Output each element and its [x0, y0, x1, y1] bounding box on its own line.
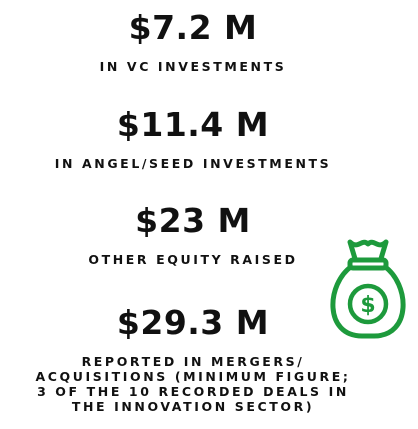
money-bag-icon: $	[330, 239, 406, 339]
stat-label: THE INNOVATION SECTOR)	[71, 399, 315, 414]
stat-label: REPORTED IN MERGERS/	[81, 354, 305, 369]
stat-label: ACQUISITIONS (MINIMUM FIGURE;	[35, 369, 351, 384]
stat-label: IN ANGEL/SEED INVESTMENTS	[54, 156, 332, 171]
svg-text:$: $	[360, 293, 375, 318]
stat-value: $11.4 M	[116, 105, 270, 144]
stat-value: $23 M	[135, 201, 251, 240]
stat-label: 3 OF THE 10 RECORDED DEALS IN	[37, 384, 349, 399]
stat-value: $7.2 M	[128, 8, 258, 47]
stat-value: $29.3 M	[116, 303, 270, 342]
stat-label: IN VC INVESTMENTS	[99, 59, 287, 74]
stat-label: OTHER EQUITY RAISED	[88, 252, 298, 267]
